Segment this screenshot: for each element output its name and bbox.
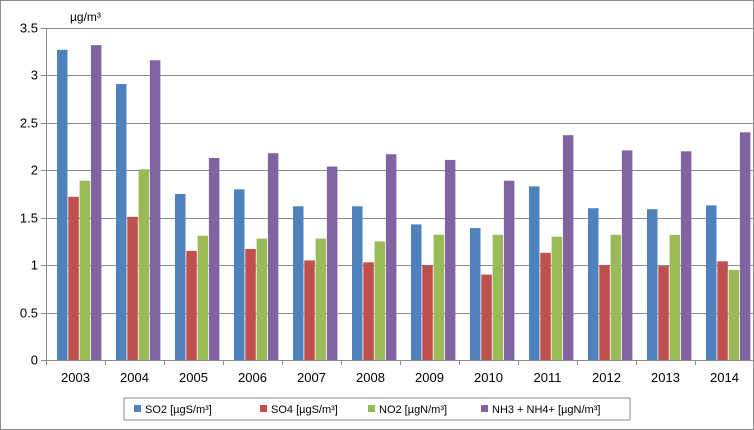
bar [680, 151, 692, 360]
bar [540, 252, 551, 360]
x-tick-label: 2004 [120, 370, 149, 385]
unit-label: µg/m³ [70, 10, 101, 24]
bar [267, 153, 279, 360]
legend-swatch [260, 405, 267, 412]
bar [422, 265, 433, 360]
y-tick-label: 0.5 [20, 306, 38, 321]
y-tick-label: 0 [31, 353, 38, 368]
bar [352, 206, 363, 360]
legend-label: NH3 + NH4+ [µgN/m³] [492, 404, 600, 416]
x-tick-labels: 2003 2004 2005 2006 2007 2008 2009 2010 2011 2012… [61, 370, 739, 385]
x-tick-label: 2005 [179, 370, 208, 385]
bar [374, 241, 386, 360]
x-tick-label: 2013 [651, 370, 680, 385]
bar [658, 266, 669, 360]
bar [315, 238, 327, 360]
bar [90, 45, 102, 360]
bar [127, 216, 138, 360]
y-tick-label: 2 [31, 163, 38, 178]
bar [610, 234, 622, 360]
legend-label: SO2 [µgS/m³] [145, 404, 212, 416]
bar [669, 234, 681, 360]
y-tick-label: 1 [31, 258, 38, 273]
bar [175, 194, 186, 360]
bar [79, 180, 91, 360]
bar [588, 208, 599, 360]
bar [551, 236, 563, 360]
legend-swatch [134, 405, 141, 412]
bar [621, 150, 633, 360]
axes [46, 28, 753, 365]
bar [208, 158, 220, 360]
bar [149, 60, 161, 361]
legend-label: SO4 [µgS/m³] [271, 404, 338, 416]
bar [304, 260, 315, 360]
legend-label: NO2 [µgN/m³] [379, 404, 447, 416]
bar [68, 196, 79, 360]
bar [57, 49, 68, 361]
legend-box [123, 397, 631, 421]
x-tick-label: 2009 [415, 370, 444, 385]
bar [433, 234, 445, 360]
bar [728, 269, 740, 360]
bar [138, 169, 150, 360]
x-tick-label: 2007 [297, 370, 326, 385]
x-tick-label: 2012 [592, 370, 621, 385]
y-tick-labels: 0 0.5 1 1.5 2 2.5 3 3.5 [20, 21, 38, 368]
x-tick-label: 2008 [356, 370, 385, 385]
bar [256, 238, 268, 360]
y-tick-label: 3 [31, 68, 38, 83]
bar [647, 209, 658, 360]
x-tick-label: 2011 [534, 370, 562, 385]
bar [245, 249, 256, 360]
bar [562, 135, 574, 360]
x-tick-label: 2003 [61, 370, 90, 385]
bar [444, 159, 456, 360]
y-tick-label: 3.5 [20, 21, 38, 36]
y-tick-label: 1.5 [20, 211, 38, 226]
bar [470, 228, 481, 360]
bar [599, 265, 610, 360]
bar [385, 154, 397, 360]
bar [186, 250, 197, 360]
x-tick-label: 2014 [710, 370, 739, 385]
bar [739, 132, 751, 360]
y-tick-label: 2.5 [20, 116, 38, 131]
bar [197, 235, 209, 360]
legend: SO2 [µgS/m³] SO4 [µgS/m³] NO2 [µgN/m³] NH3 … [123, 397, 631, 421]
x-tick-label: 2010 [474, 370, 503, 385]
bar [293, 206, 304, 360]
gridlines [41, 28, 753, 361]
bar [503, 180, 515, 360]
bar [529, 186, 540, 360]
bar [492, 234, 504, 360]
legend-swatch [368, 405, 375, 412]
bar [116, 84, 127, 360]
bar [326, 166, 338, 360]
legend-swatch [481, 405, 488, 412]
x-tick-label: 2006 [238, 370, 267, 385]
bar [717, 261, 728, 360]
bar [363, 262, 374, 360]
bar [234, 189, 245, 360]
bar [411, 224, 422, 360]
bars [57, 45, 751, 361]
bar [481, 274, 492, 360]
bar [706, 205, 717, 360]
